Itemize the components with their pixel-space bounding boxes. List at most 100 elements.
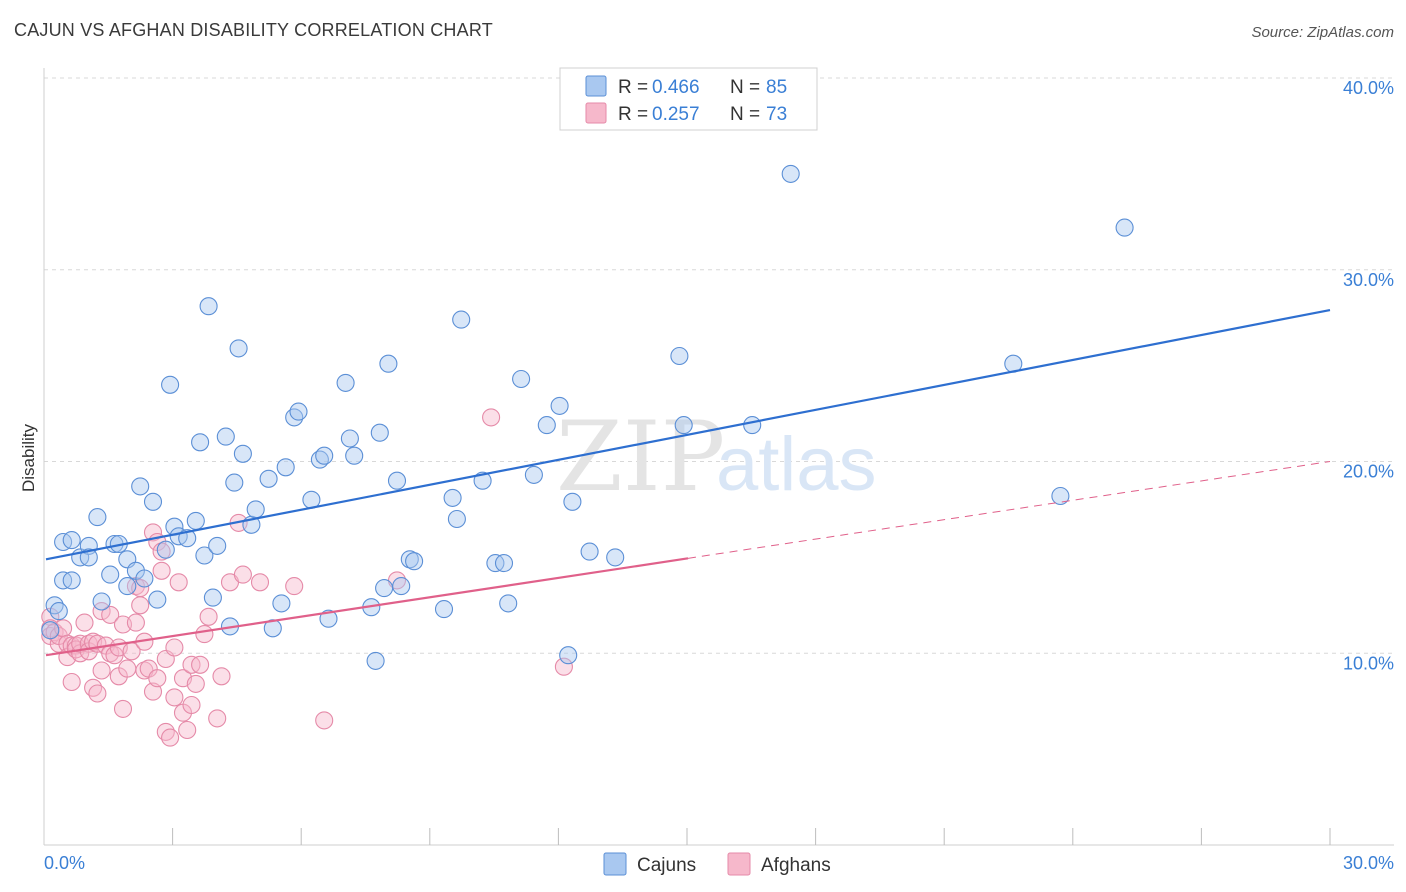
legend-n-value-afghans: 73 <box>766 104 787 125</box>
cajun-point <box>92 592 111 611</box>
cajun-point <box>315 446 334 465</box>
bottom-legend-label-afghans: Afghans <box>761 855 831 876</box>
cajun-point <box>101 565 120 584</box>
afghan-point <box>191 655 210 674</box>
afghan-point <box>62 672 81 692</box>
cajun-point <box>186 511 205 530</box>
cajun-point <box>512 369 531 389</box>
legend-r-value-afghans: 0.257 <box>652 104 700 125</box>
cajun-point <box>366 651 385 670</box>
afghan-point <box>250 573 270 592</box>
cajun-point <box>443 488 462 507</box>
watermark-atlas: atlas <box>716 422 877 507</box>
afghan-point <box>182 695 201 715</box>
cajun-point <box>434 600 454 619</box>
afghan-point <box>101 605 120 624</box>
afghan-point <box>126 613 145 632</box>
afghans-series <box>41 408 573 747</box>
bottom-legend-swatch-afghans <box>727 852 751 876</box>
cajun-point <box>263 619 282 638</box>
cajun-point <box>499 594 518 613</box>
cajun-point <box>674 416 693 435</box>
afghan-point <box>152 561 171 580</box>
cajun-point <box>387 471 407 490</box>
cajun-point <box>41 621 60 640</box>
cajun-point <box>161 375 180 394</box>
cajun-point <box>272 594 291 613</box>
cajun-point <box>229 339 248 358</box>
legend-r-label-afghans: R = <box>618 104 648 125</box>
cajun-point <box>143 492 163 511</box>
watermark: ZIP atlas <box>556 401 877 513</box>
afghan-point <box>482 408 501 427</box>
legend-swatch-afghans <box>585 102 607 124</box>
y-tick-label-2: 30.0% <box>1343 270 1394 290</box>
cajun-point <box>148 590 167 609</box>
trendlines <box>45 308 1331 657</box>
cajun-point <box>670 346 689 366</box>
legend: R = 0.466 N = 85 R = 0.257 N = 73 <box>559 67 818 131</box>
source-credit: Source: ZipAtlas.com <box>1251 24 1394 41</box>
cajun-point <box>289 402 308 421</box>
afghan-point <box>88 684 107 703</box>
cajun-point <box>195 546 214 565</box>
cajun-point <box>131 477 150 496</box>
afghan-point <box>148 669 167 688</box>
cajun-point <box>135 569 154 588</box>
x-tick-label-0: 0.0% <box>44 853 85 873</box>
afghan-point <box>554 657 573 676</box>
y-axis-label: Disability <box>19 423 38 492</box>
afghan-point <box>113 699 133 718</box>
cajun-point <box>1115 218 1134 237</box>
bottom-legend-swatch-cajuns <box>603 852 627 876</box>
afghan-point <box>212 667 231 686</box>
afghan-point <box>161 728 180 747</box>
cajun-point <box>452 310 471 329</box>
cajun-point <box>537 416 556 435</box>
cajun-point <box>319 609 338 628</box>
cajun-point <box>379 354 398 373</box>
cajun-point <box>559 646 578 665</box>
cajun-point <box>203 588 222 607</box>
cajun-point <box>62 571 81 590</box>
watermark-zip: ZIP <box>556 401 725 513</box>
y-tick-label-0: 10.0% <box>1343 653 1394 673</box>
afghan-point <box>131 596 150 615</box>
y-tick-label-1: 20.0% <box>1343 462 1394 482</box>
cajun-point <box>79 548 98 567</box>
cajun-point <box>340 429 359 448</box>
afghans-trendline-extension <box>687 461 1331 559</box>
cajun-point <box>563 492 582 511</box>
cajun-point <box>276 458 295 477</box>
afghan-point <box>118 659 137 678</box>
legend-n-value-cajuns: 85 <box>766 77 787 98</box>
chart-title: CAJUN VS AFGHAN DISABILITY CORRELATION C… <box>14 20 493 40</box>
bottom-legend: Cajuns Afghans <box>603 852 831 876</box>
cajun-point <box>580 542 599 561</box>
afghan-point <box>165 638 184 657</box>
legend-r-value-cajuns: 0.466 <box>652 77 700 98</box>
afghans-trendline <box>45 557 689 657</box>
cajun-point <box>225 473 244 492</box>
cajun-point <box>781 164 800 183</box>
afghan-point <box>178 720 197 740</box>
cajun-point <box>494 554 514 573</box>
cajun-point <box>370 423 389 442</box>
afghan-point <box>75 613 94 632</box>
cajun-point <box>216 427 235 446</box>
legend-n-label-cajuns: N = <box>730 77 760 98</box>
afghan-point <box>92 661 111 680</box>
afghan-point <box>186 674 205 693</box>
y-tick-label-3: 40.0% <box>1343 78 1394 98</box>
cajuns-trendline <box>45 308 1331 561</box>
afghan-point <box>208 709 227 728</box>
legend-r-label-cajuns: R = <box>618 77 648 98</box>
cajun-point <box>208 536 227 555</box>
afghan-point <box>233 565 252 584</box>
axes <box>43 68 1394 846</box>
afghan-point <box>143 682 163 701</box>
afghan-point <box>315 711 334 730</box>
cajuns-series <box>41 164 1134 670</box>
cajun-point <box>375 579 394 598</box>
